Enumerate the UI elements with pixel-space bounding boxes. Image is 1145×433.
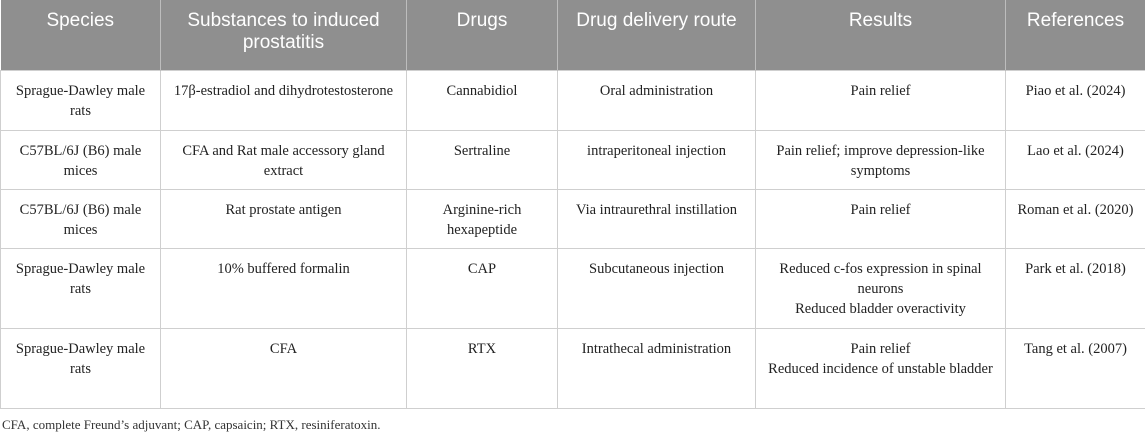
table-row: Sprague-Dawley male rats CFA RTX Intratheca…: [0, 327, 1145, 409]
table-cell: Reduced c-fos expression in spinal neuro…: [755, 247, 1006, 329]
table-cell: C57BL/6J (B6) male mices: [0, 129, 161, 190]
table-cell: Pain relief; improve depression-like sym…: [755, 129, 1006, 190]
cell-line: Reduced bladder overactivity: [795, 300, 966, 317]
table-cell: Sprague-Dawley male rats: [0, 247, 161, 329]
header-cell: Results: [755, 0, 1006, 70]
table-cell: Roman et al. (2020): [1005, 188, 1145, 249]
table-cell: CFA: [160, 327, 407, 409]
header-cell: Species: [0, 0, 161, 70]
table-cell: RTX: [406, 327, 558, 409]
table-cell: Pain relief Reduced incidence of unstable…: [755, 327, 1006, 409]
table-cell: Lao et al. (2024): [1005, 129, 1145, 190]
table-cell: Tang et al. (2007): [1005, 327, 1145, 409]
table-cell: Via intraurethral instillation: [557, 188, 756, 249]
table-row: C57BL/6J (B6) male mices Rat prostate ant…: [0, 188, 1145, 249]
table-cell: Cannabidiol: [406, 69, 558, 131]
table-cell: 17β-estradiol and dihydrotestosterone: [160, 69, 407, 131]
table-cell: 10% buffered formalin: [160, 247, 407, 329]
table-cell: C57BL/6J (B6) male mices: [0, 188, 161, 249]
table-body: Sprague-Dawley male rats 17β-estradiol an…: [0, 69, 1145, 409]
cell-line: Pain relief: [850, 82, 911, 99]
table-cell: Oral administration: [557, 69, 756, 131]
cell-line: Reduced incidence of unstable bladder: [768, 360, 993, 377]
table-cell: Sertraline: [406, 129, 558, 190]
table-row: Sprague-Dawley male rats 17β-estradiol an…: [0, 69, 1145, 131]
header-cell: References: [1005, 0, 1145, 70]
table-row: Sprague-Dawley male rats 10% buffered for…: [0, 247, 1145, 329]
data-table: Species Substances to induced prostatitis…: [0, 0, 1145, 409]
table-cell: Sprague-Dawley male rats: [0, 327, 161, 409]
table-cell: CFA and Rat male accessory gland extract: [160, 129, 407, 190]
cell-line: Pain relief: [850, 340, 911, 357]
table-cell: Park et al. (2018): [1005, 247, 1145, 329]
table-cell: intraperitoneal injection: [557, 129, 756, 190]
header-row: Species Substances to induced prostatitis…: [0, 0, 1145, 70]
table-cell: CAP: [406, 247, 558, 329]
footnote: CFA, complete Freund’s adjuvant; CAP, ca…: [2, 416, 381, 432]
header-cell: Drug delivery route: [557, 0, 756, 70]
table-cell: Piao et al. (2024): [1005, 69, 1145, 131]
cell-line: Reduced c-fos expression in spinal neuro…: [779, 260, 982, 297]
table-cell: Rat prostate antigen: [160, 188, 407, 249]
table-row: C57BL/6J (B6) male mices CFA and Rat male…: [0, 129, 1145, 190]
cell-line: Pain relief; improve depression-like sym…: [776, 142, 985, 179]
table-cell: Intrathecal administration: [557, 327, 756, 409]
table-cell: Arginine-rich hexapeptide: [406, 188, 558, 249]
table-cell: Sprague-Dawley male rats: [0, 69, 161, 131]
header-cell: Substances to induced prostatitis: [160, 0, 407, 70]
table-cell: Subcutaneous injection: [557, 247, 756, 329]
header-cell: Drugs: [406, 0, 558, 70]
cell-line: Pain relief: [850, 201, 911, 218]
table-cell: Pain relief: [755, 188, 1006, 249]
table-cell: Pain relief: [755, 69, 1006, 131]
